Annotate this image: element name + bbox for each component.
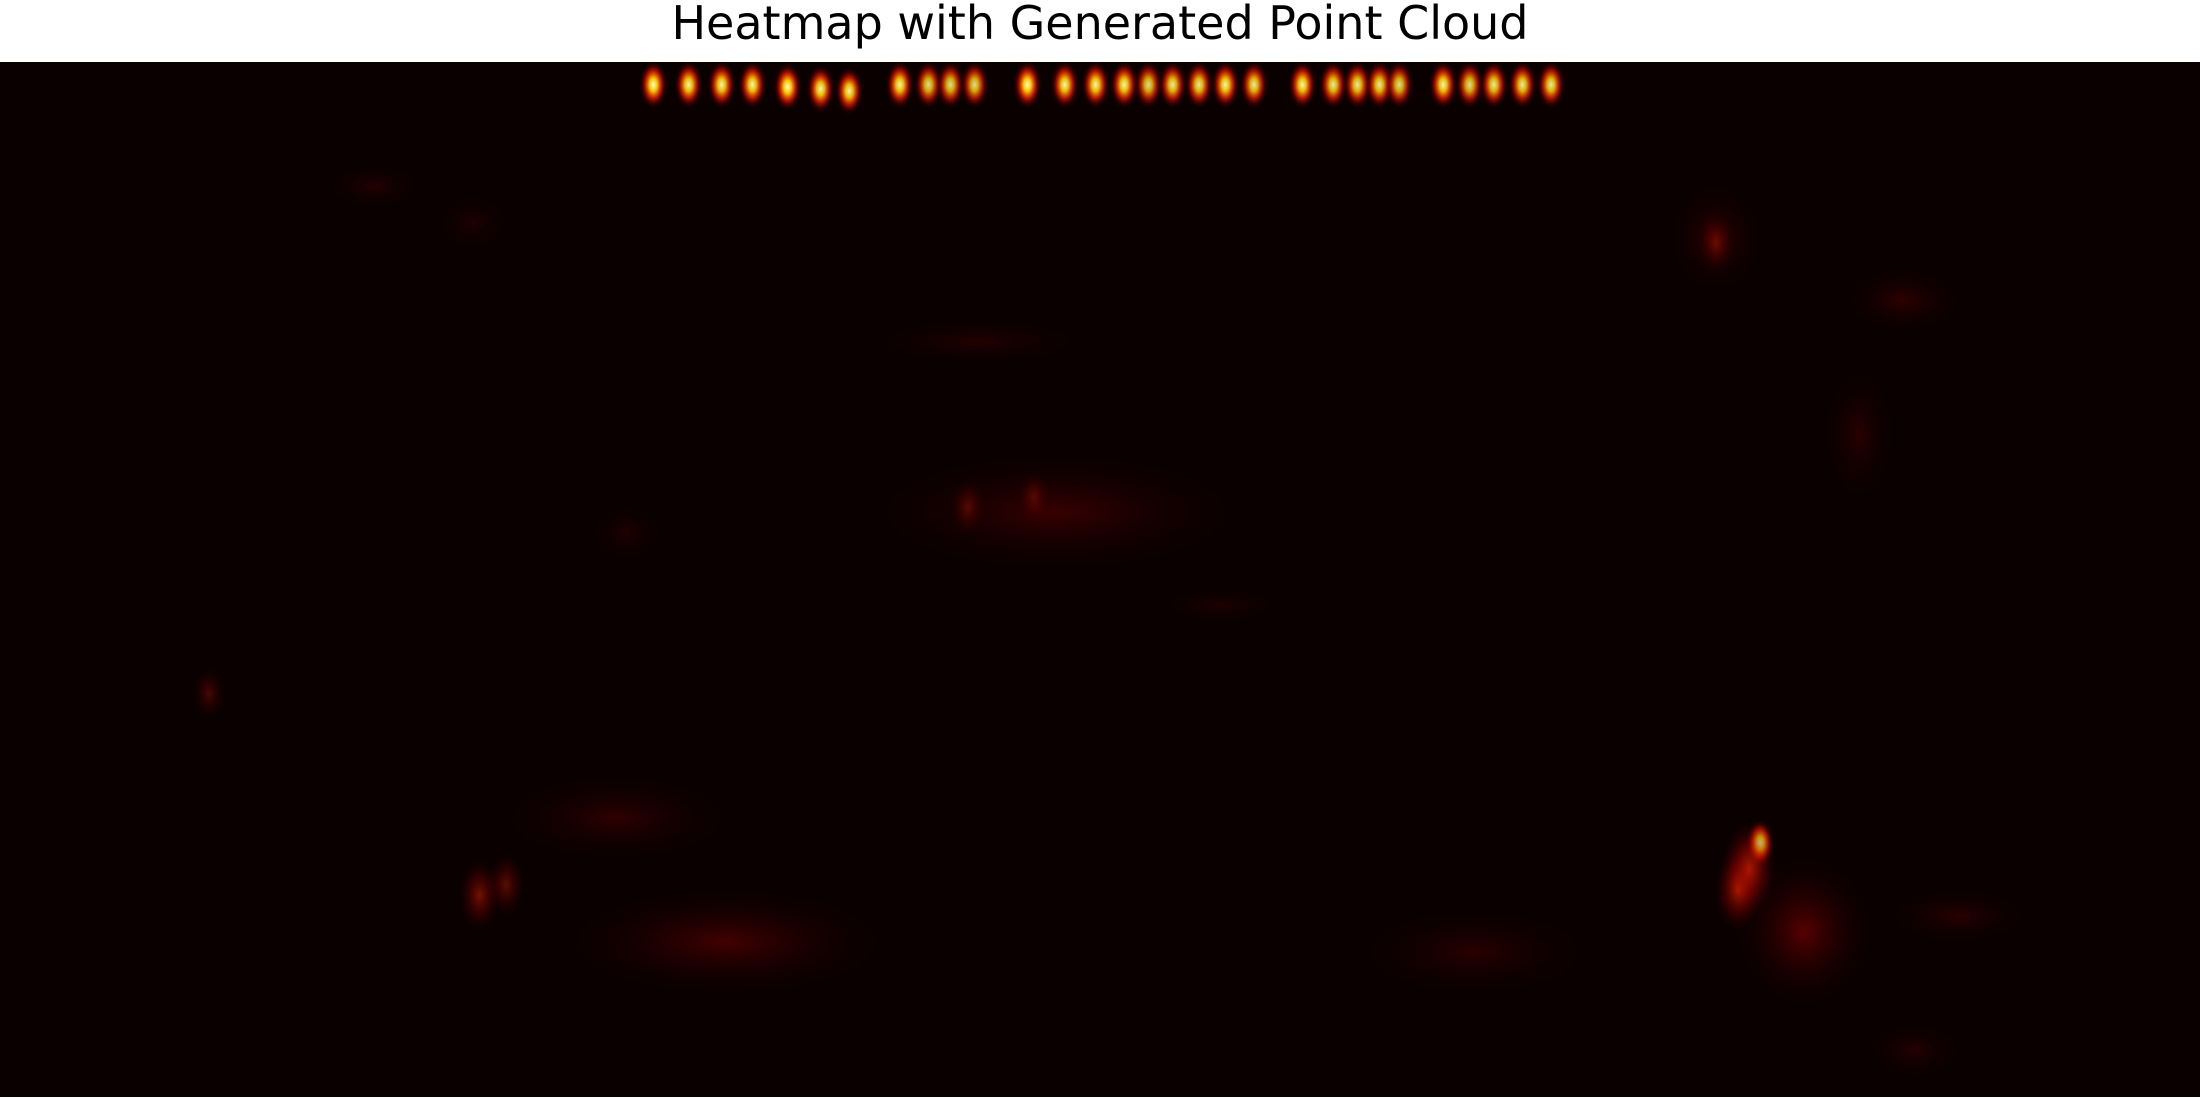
heatmap-hotspot-27	[1479, 62, 1508, 109]
heatmap-plot	[0, 62, 2200, 1097]
heatmap-region-1	[506, 776, 726, 859]
heatmap-hotspot-6	[835, 66, 864, 115]
heatmap-background	[0, 62, 2200, 1097]
heatmap-hotspot-5	[806, 64, 835, 113]
heatmap-hotspot-19	[1240, 62, 1268, 109]
heatmap-hotspot-9	[936, 62, 965, 109]
heatmap-hotspot-26	[1455, 62, 1484, 109]
heatmap-hotspot-32	[1714, 848, 1762, 932]
heatmap-hotspot-3	[738, 62, 767, 109]
heatmap-region-12	[440, 196, 506, 249]
heatmap-hotspot-29	[1537, 62, 1565, 109]
heatmap-region-6	[1826, 372, 1892, 497]
heatmap-hotspot-10	[960, 62, 989, 109]
heatmap-region-9	[1870, 1024, 1958, 1077]
heatmap-hotspot-15	[1134, 62, 1163, 109]
heatmap-hotspot-0	[639, 62, 668, 109]
heatmap-hotspot-38	[193, 667, 225, 720]
heatmap-hotspot-14	[1110, 62, 1139, 109]
heatmap-hotspot-12	[1050, 62, 1079, 109]
heatmap-hotspot-4	[773, 62, 802, 111]
heatmap-region-11	[330, 165, 418, 207]
heatmap-hotspot-16	[1158, 62, 1187, 109]
heatmap-hotspot-35	[950, 477, 986, 537]
heatmap-region-5	[1848, 269, 1958, 332]
heatmap-hotspot-25	[1429, 62, 1458, 109]
heatmap-hotspot-18	[1211, 62, 1240, 109]
heatmap-hotspot-17	[1185, 62, 1213, 109]
heatmap-hotspot-1	[674, 62, 703, 109]
heatmap-hotspot-34	[487, 852, 525, 917]
heatmap-hotspot-36	[1017, 469, 1051, 524]
heatmap-hotspot-13	[1081, 62, 1110, 109]
heatmap-hotspot-8	[914, 62, 943, 109]
heatmap-hotspot-37	[1698, 213, 1734, 274]
heatmap-region-0	[572, 890, 880, 994]
heatmap-region-14	[1166, 589, 1276, 621]
heatmap-hotspot-20	[1288, 62, 1317, 109]
heatmap-hotspot-28	[1508, 62, 1537, 109]
heatmap-region-10	[1364, 910, 1584, 994]
heatmap-hotspot-24	[1385, 62, 1414, 109]
heatmap-region-3	[880, 320, 1078, 363]
heatmap-hotspot-23	[1365, 62, 1394, 109]
heatmap-hotspot-11	[1013, 62, 1042, 109]
heatmap-region-8	[1892, 890, 2024, 942]
heatmap-hotspot-21	[1319, 62, 1348, 109]
heatmap-hotspot-2	[707, 62, 736, 109]
chart-title: Heatmap with Generated Point Cloud	[671, 0, 1529, 50]
heatmap-hotspot-7	[885, 62, 914, 109]
heatmap-hotspot-22	[1343, 62, 1372, 109]
heatmap-region-13	[594, 507, 660, 559]
heatmap-region-2	[880, 455, 1232, 570]
